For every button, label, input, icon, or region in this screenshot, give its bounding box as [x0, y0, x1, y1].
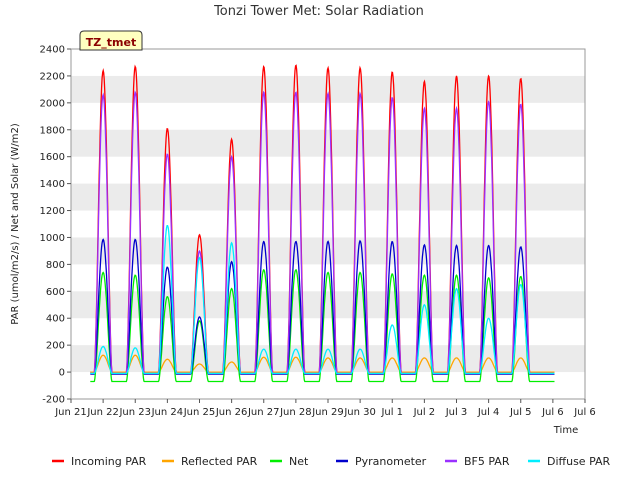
x-tick-label: Jul 6 — [541, 407, 564, 418]
plot-bands — [71, 75, 585, 373]
x-tick-label: Jul 5 — [509, 407, 532, 418]
y-axis-label: PAR (umol/m2/s) / Net and Solar (W/m2) — [10, 123, 21, 325]
y-tick-label: 1800 — [40, 125, 65, 136]
chart-title: Tonzi Tower Met: Solar Radiation — [213, 4, 424, 19]
series-line-net — [90, 269, 555, 383]
legend: Incoming PAR Reflected PAR Net Pyranometer B… — [52, 455, 611, 468]
x-tick-label: Jul 1 — [380, 407, 403, 418]
site-badge: TZ_tmet — [79, 30, 143, 51]
x-tick-label: Jun 25 — [183, 407, 216, 418]
legend-label: Reflected PAR — [181, 455, 258, 468]
y-tick-label: -200 — [42, 395, 65, 406]
legend-label: Diffuse PAR — [547, 455, 611, 468]
x-tick-label: Jun 28 — [279, 407, 312, 418]
grid-band — [71, 75, 585, 103]
y-tick-label: 800 — [46, 260, 65, 271]
y-axis-ticks: -200 0 200 400 600 800 1000 1200 1400 1600 1800 200… — [40, 45, 71, 406]
grid-band — [71, 183, 585, 211]
grid-band — [71, 291, 585, 319]
x-tick-label: Jun 24 — [151, 407, 184, 418]
site-badge-label: TZ_tmet — [86, 36, 136, 49]
x-tick-label: Jun 26 — [215, 407, 248, 418]
legend-label: BF5 PAR — [464, 455, 510, 468]
y-tick-label: 200 — [46, 341, 65, 352]
y-tick-label: 600 — [46, 287, 65, 298]
y-tick-label: 1200 — [40, 206, 65, 217]
x-tick-label: Jul 3 — [445, 407, 468, 418]
y-tick-label: 2000 — [40, 98, 65, 109]
x-tick-label: Jul 2 — [413, 407, 436, 418]
x-tick-label: Jun 29 — [311, 407, 344, 418]
x-tick-label: Jun 22 — [86, 407, 119, 418]
legend-label: Incoming PAR — [71, 455, 147, 468]
x-tick-label: Jun 30 — [343, 407, 376, 418]
y-tick-label: 2400 — [40, 45, 65, 56]
legend-label: Pyranometer — [355, 455, 427, 468]
legend-label: Net — [289, 455, 309, 468]
y-tick-label: 2200 — [40, 71, 65, 82]
y-tick-label: 400 — [46, 314, 65, 325]
plot-series — [90, 64, 555, 383]
x-tick-label: Jun 21 — [54, 407, 87, 418]
x-tick-label: Jul 6 — [573, 407, 596, 418]
x-tick-label: Jun 27 — [247, 407, 280, 418]
y-tick-label: 0 — [59, 368, 65, 379]
x-tick-label: Jun 23 — [118, 407, 151, 418]
x-tick-label: Jul 4 — [477, 407, 500, 418]
y-tick-label: 1400 — [40, 179, 65, 190]
series-line-pyranometer — [90, 238, 555, 375]
grid-band — [71, 129, 585, 157]
x-axis-label: Time — [553, 425, 578, 436]
x-axis-ticks: Jun 21 Jun 22 Jun 23 Jun 24 Jun 25 Jun 26 Jun … — [54, 399, 596, 418]
series-line-diffuse-par — [90, 224, 555, 375]
y-tick-label: 1000 — [40, 233, 65, 244]
y-tick-label: 1600 — [40, 152, 65, 163]
